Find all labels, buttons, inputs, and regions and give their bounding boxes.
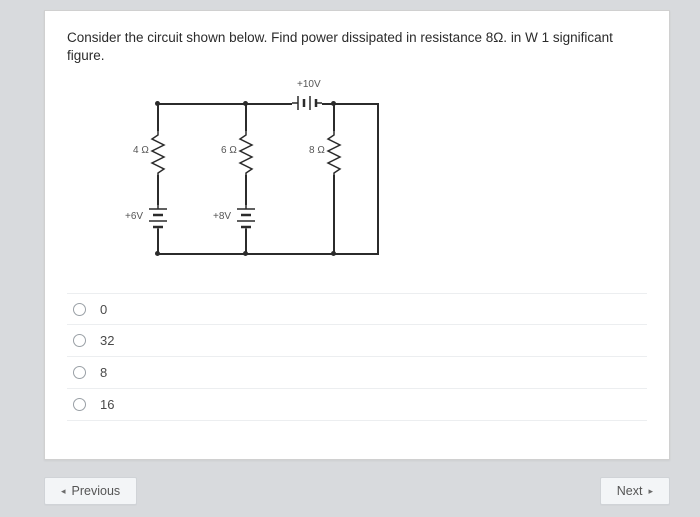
label-10v: +10V [297, 79, 321, 90]
label-8v: +8V [213, 211, 231, 222]
option-label: 8 [100, 365, 107, 380]
label-6ohm: 6 Ω [221, 145, 237, 156]
question-card: Consider the circuit shown below. Find p… [44, 10, 670, 460]
option-label: 16 [100, 397, 114, 412]
label-8ohm: 8 Ω [309, 145, 325, 156]
radio-icon[interactable] [73, 398, 86, 411]
option-label: 0 [100, 302, 107, 317]
radio-icon[interactable] [73, 366, 86, 379]
radio-icon[interactable] [73, 303, 86, 316]
source-6v [145, 205, 171, 229]
next-label: Next [617, 484, 643, 498]
label-6v: +6V [125, 211, 143, 222]
question-text: Consider the circuit shown below. Find p… [67, 29, 647, 65]
circuit-figure: +10V 4 Ω +6V 6 Ω [127, 73, 407, 283]
option-row[interactable]: 8 [67, 357, 647, 389]
option-row[interactable]: 32 [67, 325, 647, 357]
nav-bar: ◂ Previous Next ▸ [44, 477, 670, 505]
chevron-right-icon: ▸ [648, 486, 653, 497]
chevron-left-icon: ◂ [61, 486, 66, 497]
resistor-4ohm [150, 131, 166, 175]
prev-label: Previous [72, 484, 121, 498]
source-8v [233, 205, 259, 229]
option-label: 32 [100, 333, 114, 348]
source-10v [292, 91, 322, 115]
resistor-8ohm [326, 131, 342, 175]
option-row[interactable]: 16 [67, 389, 647, 421]
next-button[interactable]: Next ▸ [600, 477, 670, 505]
option-row[interactable]: 0 [67, 293, 647, 325]
prev-button[interactable]: ◂ Previous [44, 477, 137, 505]
label-4ohm: 4 Ω [133, 145, 149, 156]
options-list: 0 32 8 16 [67, 293, 647, 421]
resistor-6ohm [238, 131, 254, 175]
radio-icon[interactable] [73, 334, 86, 347]
